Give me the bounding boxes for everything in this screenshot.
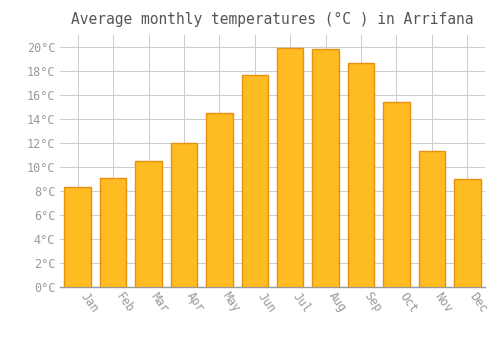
Bar [136, 161, 162, 287]
Bar [312, 49, 339, 287]
Title: Average monthly temperatures (°C ) in Arrifana: Average monthly temperatures (°C ) in Ar… [72, 12, 474, 27]
Bar [383, 102, 409, 287]
Bar [454, 179, 480, 287]
Bar [64, 187, 91, 287]
Bar [277, 48, 303, 287]
Bar [418, 152, 445, 287]
Bar [242, 75, 268, 287]
Bar [348, 63, 374, 287]
Bar [170, 143, 197, 287]
Bar [100, 178, 126, 287]
Bar [206, 113, 233, 287]
